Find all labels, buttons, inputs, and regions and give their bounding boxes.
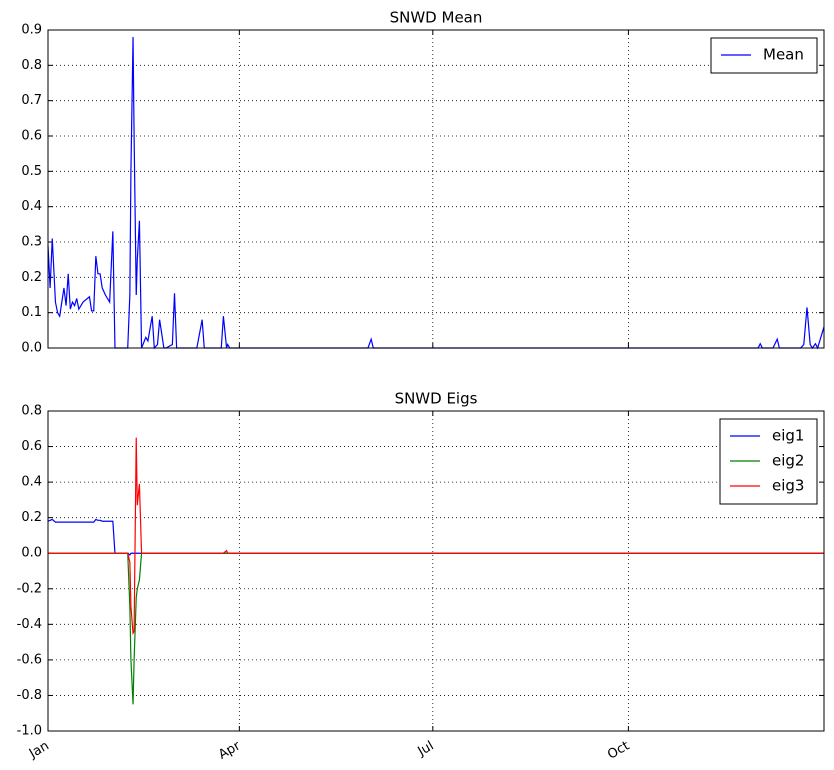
plot-frame [47,29,825,349]
y-tick-label: 0.5 [21,164,42,179]
legend-label: eig1 [772,427,804,445]
legend-label: eig2 [772,452,804,470]
y-tick-label: 0.0 [21,546,42,561]
chart-title: SNWD Mean [390,9,483,27]
y-tick-label: 0.8 [21,404,42,419]
y-tick-label: 0.4 [21,199,42,214]
plot-frame [47,410,825,732]
x-tick-label: Apr [216,738,244,763]
y-tick-label: 0.0 [21,341,42,356]
y-tick-label: 0.2 [21,510,42,525]
y-tick-label: -0.6 [17,652,42,667]
data-line [48,437,824,636]
y-tick-label: -0.4 [17,617,42,632]
y-tick-label: -0.8 [17,688,42,703]
x-tick-label: Oct [605,739,632,763]
legend-label: eig3 [772,477,804,495]
y-tick-label: 0.3 [21,235,42,250]
data-line [47,518,824,556]
x-tick-label: Jan [26,739,52,763]
chart-title: SNWD Eigs [395,390,478,408]
y-tick-label: 0.4 [21,475,42,490]
y-tick-label: -1.0 [17,724,42,739]
y-tick-label: 0.6 [21,129,42,144]
y-tick-label: 0.8 [21,58,42,73]
y-tick-label: 0.9 [21,23,42,38]
data-line [47,37,825,350]
data-line [48,552,824,705]
y-tick-label: -0.2 [17,581,42,596]
legend-label: Mean [763,46,804,64]
y-tick-label: 0.6 [21,439,42,454]
x-tick-label: Jul [415,739,437,760]
y-tick-label: 0.2 [21,270,42,285]
y-tick-label: 0.1 [21,305,42,320]
y-tick-label: 0.7 [21,93,42,108]
